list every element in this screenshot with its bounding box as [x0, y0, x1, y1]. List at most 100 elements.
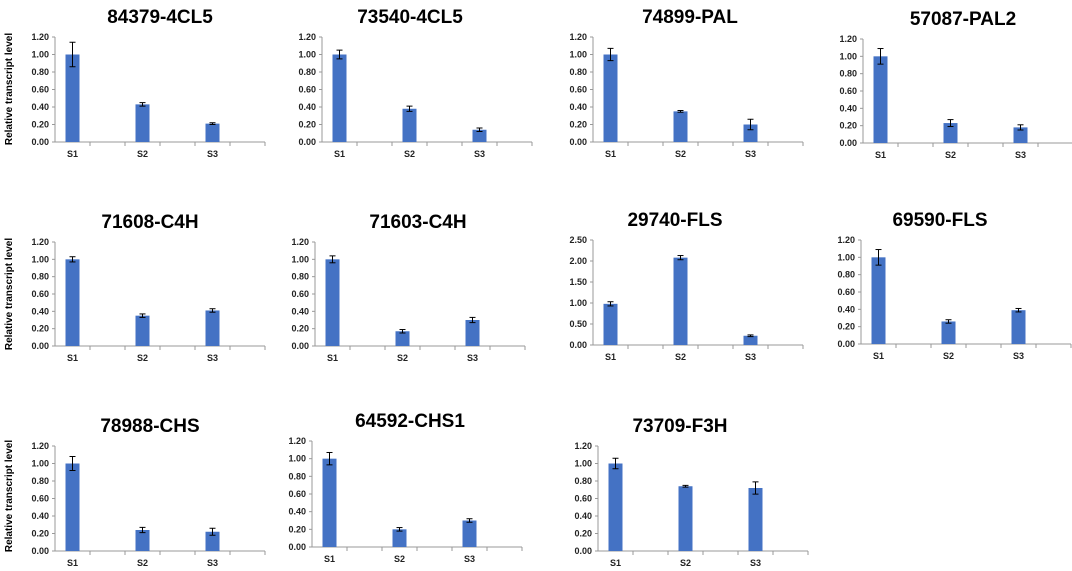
bar-s2 — [135, 530, 150, 551]
y-tick-label: 2.50 — [569, 235, 587, 245]
bar-chart-3: 74899-PAL 0.00 0.20 0.40 0.60 0.80 1.00 1.20 S1 S… — [569, 7, 804, 159]
bar-s2 — [135, 104, 150, 142]
y-tick-label: 2.00 — [569, 256, 587, 266]
chart-title: 73709-F3H — [632, 416, 727, 437]
y-tick-label: 1.20 — [839, 34, 857, 44]
y-tick-label: 1.00 — [31, 459, 49, 469]
y-tick-label: 0.80 — [837, 270, 855, 280]
y-tick-label: 0.40 — [837, 304, 855, 314]
y-tick-label: 0.80 — [574, 476, 592, 486]
bar-s2 — [392, 529, 407, 547]
bar-chart-6: 71603-C4H 0.00 0.20 0.40 0.60 0.80 1.00 1.20 S1 S… — [291, 212, 526, 363]
bar-s2 — [673, 257, 688, 345]
chart-title: 78988-CHS — [100, 416, 199, 437]
bar-s1 — [65, 463, 80, 551]
x-tick-label: S3 — [207, 558, 218, 568]
bar-s2 — [673, 111, 688, 142]
bar-s2 — [941, 321, 956, 344]
y-tick-label: 0.80 — [31, 272, 49, 282]
x-tick-label: S2 — [397, 353, 408, 363]
bar-chart-1: 84379-4CL5 0.00 0.20 0.40 0.60 0.80 1.00 1.20 S1… — [31, 7, 266, 159]
chart-title: 64592-CHS1 — [355, 411, 465, 432]
bar-chart-4: 57087-PAL2 0.00 0.20 0.40 0.60 0.80 1.00 1.20 S1… — [839, 9, 1072, 160]
y-tick-label: 0.60 — [288, 489, 306, 499]
y-tick-label: 1.00 — [31, 254, 49, 264]
x-tick-label: S2 — [945, 150, 956, 160]
bar-s2 — [135, 315, 150, 346]
x-tick-label: S2 — [675, 149, 686, 159]
y-tick-label: 0.00 — [291, 341, 309, 351]
x-tick-label: S1 — [324, 554, 335, 564]
y-tick-label: 0.00 — [288, 542, 306, 552]
x-tick-label: S1 — [327, 353, 338, 363]
y-tick-label: 0.50 — [569, 319, 587, 329]
bar-s1 — [871, 257, 886, 344]
y-tick-label: 1.20 — [31, 237, 49, 247]
y-tick-label: 1.20 — [291, 237, 309, 247]
y-tick-label: 0.20 — [569, 120, 587, 130]
x-tick-label: S3 — [750, 558, 761, 568]
bar-s3 — [748, 488, 763, 551]
y-tick-label: 0.80 — [298, 67, 316, 77]
x-tick-label: S3 — [745, 352, 756, 362]
chart-title: 73540-4CL5 — [357, 7, 463, 28]
y-tick-label: 0.40 — [31, 306, 49, 316]
bar-s2 — [402, 108, 417, 142]
y-tick-label: 1.20 — [574, 441, 592, 451]
y-tick-label: 1.20 — [31, 32, 49, 42]
y-tick-label: 0.40 — [574, 511, 592, 521]
x-tick-label: S1 — [67, 149, 78, 159]
x-tick-label: S1 — [334, 149, 345, 159]
bar-s2 — [943, 123, 958, 143]
y-tick-label: 0.20 — [298, 120, 316, 130]
x-tick-label: S3 — [1013, 351, 1024, 361]
y-tick-label: 1.00 — [837, 252, 855, 262]
bar-chart-8: 69590-FLS 0.00 0.20 0.40 0.60 0.80 1.00 1.20 S1 S… — [837, 210, 1072, 361]
chart-title: 74899-PAL — [642, 7, 738, 28]
y-tick-label: 1.50 — [569, 277, 587, 287]
x-tick-label: S2 — [137, 558, 148, 568]
bar-s3 — [472, 129, 487, 142]
bar-s3 — [1013, 127, 1028, 143]
y-tick-label: 0.20 — [288, 524, 306, 534]
y-tick-label: 0.40 — [298, 102, 316, 112]
y-tick-label: 0.20 — [31, 529, 49, 539]
y-tick-label: 0.80 — [839, 69, 857, 79]
y-tick-label: 0.60 — [31, 85, 49, 95]
y-tick-label: 1.00 — [298, 50, 316, 60]
chart-title: 57087-PAL2 — [910, 9, 1016, 30]
bar-s1 — [608, 463, 623, 551]
y-tick-label: 0.20 — [31, 324, 49, 334]
y-tick-label: 0.40 — [291, 306, 309, 316]
y-tick-label: 0.00 — [574, 546, 592, 556]
x-tick-label: S3 — [474, 149, 485, 159]
y-tick-label: 1.00 — [31, 50, 49, 60]
y-tick-label: 0.80 — [291, 272, 309, 282]
y-tick-label: 0.60 — [31, 494, 49, 504]
y-tick-label: 0.60 — [31, 289, 49, 299]
y-tick-label: 0.20 — [574, 529, 592, 539]
y-tick-label: 1.00 — [839, 51, 857, 61]
y-axis-label-row-3: Relative transcript level — [4, 440, 15, 552]
x-tick-label: S2 — [137, 149, 148, 159]
y-tick-label: 0.40 — [569, 102, 587, 112]
bar-s3 — [205, 531, 220, 551]
bar-s1 — [65, 54, 80, 142]
x-tick-label: S1 — [605, 352, 616, 362]
y-tick-label: 0.60 — [569, 85, 587, 95]
bar-s3 — [205, 310, 220, 346]
y-tick-label: 0.00 — [569, 340, 587, 350]
y-tick-label: 0.00 — [298, 137, 316, 147]
y-axis-label-row-1: Relative transcript level — [4, 33, 15, 145]
y-tick-label: 0.60 — [574, 494, 592, 504]
x-tick-label: S1 — [67, 353, 78, 363]
y-tick-label: 0.60 — [839, 86, 857, 96]
chart-title: 71603-C4H — [369, 212, 466, 233]
bar-s1 — [603, 54, 618, 142]
y-tick-label: 0.00 — [31, 137, 49, 147]
y-tick-label: 0.40 — [839, 103, 857, 113]
y-tick-label: 0.20 — [837, 322, 855, 332]
x-tick-label: S1 — [610, 558, 621, 568]
y-tick-label: 0.00 — [31, 341, 49, 351]
bar-s3 — [462, 520, 477, 547]
